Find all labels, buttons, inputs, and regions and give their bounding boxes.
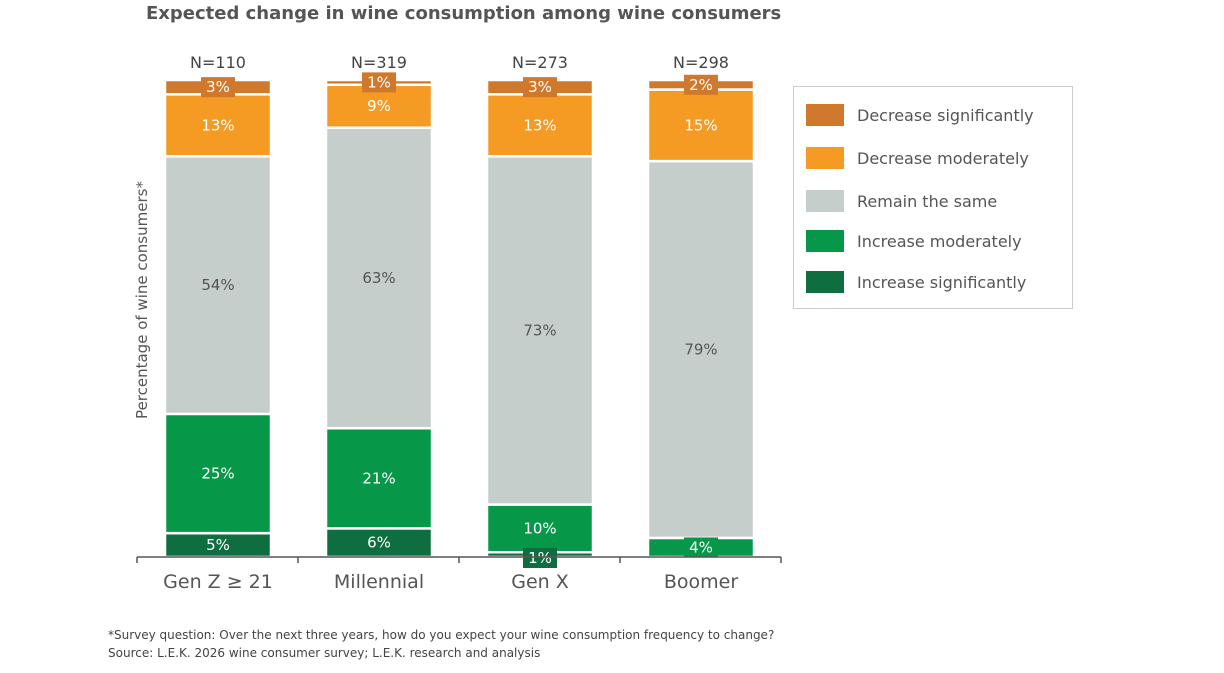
- sample-size-label: N=319: [351, 53, 407, 72]
- sample-size-label: N=298: [673, 53, 729, 72]
- x-tick-label: Gen X: [511, 571, 569, 593]
- legend-swatch: [806, 190, 844, 212]
- legend-swatch: [806, 230, 844, 252]
- data-label: 1%: [367, 73, 391, 91]
- x-tick-label: Millennial: [334, 571, 424, 593]
- source-note: Source: L.E.K. 2026 wine consumer survey…: [108, 646, 541, 660]
- legend-swatch: [806, 147, 844, 169]
- bar-segment: [485, 503, 595, 554]
- data-label-background: [523, 77, 557, 98]
- data-label: 25%: [201, 465, 234, 483]
- data-label: 79%: [684, 341, 717, 359]
- chart-title: Expected change in wine consumption amon…: [146, 3, 782, 24]
- data-label-background: [523, 548, 557, 568]
- legend: Decrease significantly Decrease moderatel…: [793, 86, 1073, 309]
- legend-label: Remain the same: [857, 191, 998, 211]
- data-label: 1%: [528, 549, 552, 567]
- data-label-background: [201, 77, 235, 98]
- x-tick-label: Gen Z ≥ 21: [163, 571, 273, 593]
- footnote: *Survey question: Over the next three ye…: [108, 628, 775, 642]
- data-label: 63%: [362, 269, 395, 287]
- legend-swatch: [806, 271, 844, 293]
- bar-segment: [646, 159, 756, 540]
- bar-segment: [485, 155, 595, 506]
- data-label: 9%: [367, 97, 391, 115]
- x-tick-label: Boomer: [664, 571, 738, 593]
- legend-label: Increase moderately: [857, 231, 1022, 251]
- data-label: 15%: [684, 116, 717, 134]
- data-label-background: [684, 537, 718, 558]
- sample-size-label: N=110: [190, 53, 246, 72]
- bar-segment: [485, 93, 595, 158]
- data-label: 3%: [528, 78, 552, 96]
- data-label: 13%: [201, 116, 234, 134]
- data-label-background: [684, 74, 718, 95]
- data-label: 21%: [362, 469, 395, 487]
- bar-segment: [163, 155, 273, 416]
- data-label: 2%: [689, 76, 713, 94]
- legend-swatch: [806, 104, 844, 126]
- bar-segment: [163, 93, 273, 158]
- bar-segment: [324, 126, 434, 430]
- data-label: 13%: [523, 116, 556, 134]
- data-label: 73%: [523, 321, 556, 339]
- bar-segment: [646, 88, 756, 163]
- legend-label: Decrease significantly: [857, 105, 1034, 125]
- legend-item: Increase moderately: [806, 230, 1022, 252]
- legend-item: Increase significantly: [806, 271, 1026, 293]
- data-label: 54%: [201, 276, 234, 294]
- data-label: 3%: [206, 78, 230, 96]
- legend-item: Remain the same: [806, 190, 997, 212]
- legend-label: Increase significantly: [857, 272, 1027, 292]
- data-label: 10%: [523, 519, 556, 537]
- data-label: 4%: [689, 538, 713, 556]
- legend-item: Decrease significantly: [806, 104, 1034, 126]
- bar-segment: [324, 426, 434, 530]
- data-label: 5%: [206, 536, 230, 554]
- sample-size-label: N=273: [512, 53, 568, 72]
- data-label: 6%: [367, 534, 391, 552]
- data-label-background: [362, 72, 396, 93]
- bar-segment: [163, 412, 273, 535]
- legend-label: Decrease moderately: [857, 148, 1029, 168]
- legend-item: Decrease moderately: [806, 147, 1029, 169]
